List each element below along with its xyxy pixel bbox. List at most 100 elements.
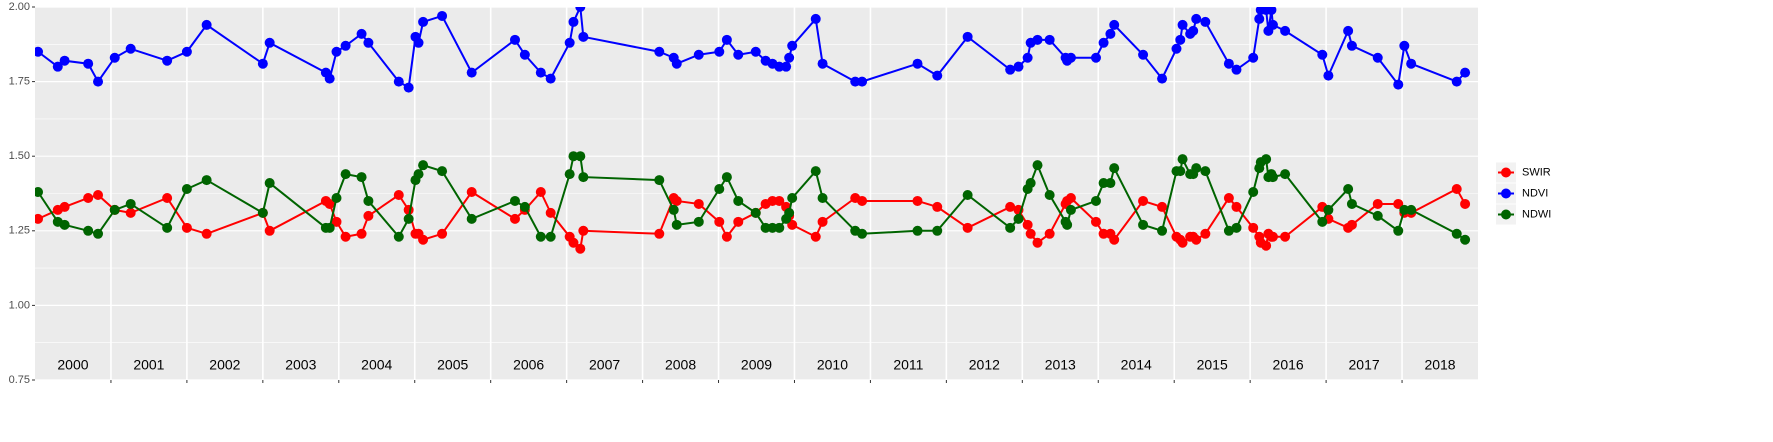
data-point bbox=[733, 49, 744, 60]
data-point bbox=[1248, 222, 1259, 233]
y-tick-label: 1.00 bbox=[9, 299, 30, 311]
data-point bbox=[817, 58, 828, 69]
data-point bbox=[1177, 237, 1188, 248]
data-point bbox=[1372, 198, 1383, 209]
data-point bbox=[162, 222, 173, 233]
data-point bbox=[932, 201, 943, 212]
legend-label: NDVI bbox=[1522, 187, 1548, 199]
data-point bbox=[1254, 13, 1265, 24]
data-point bbox=[1451, 184, 1462, 195]
data-point bbox=[181, 46, 192, 57]
data-point bbox=[59, 219, 70, 230]
data-point bbox=[1231, 201, 1242, 212]
data-point bbox=[1317, 49, 1328, 60]
data-point bbox=[1406, 204, 1417, 215]
data-point bbox=[671, 58, 682, 69]
data-point bbox=[750, 207, 761, 218]
data-point bbox=[568, 16, 579, 27]
y-tick-label: 1.75 bbox=[9, 76, 30, 88]
data-point bbox=[1267, 231, 1278, 242]
data-point bbox=[850, 76, 861, 87]
data-point bbox=[1248, 52, 1259, 63]
x-tick-label: 2010 bbox=[817, 357, 848, 373]
data-point bbox=[1090, 216, 1101, 227]
data-point bbox=[1109, 234, 1120, 245]
data-point bbox=[1323, 70, 1334, 81]
data-point bbox=[83, 192, 94, 203]
data-point bbox=[784, 207, 795, 218]
x-tick-label: 2017 bbox=[1349, 357, 1380, 373]
x-tick-label: 2014 bbox=[1121, 357, 1152, 373]
axes: 0.75 1.00 1.25 1.50 1.75 2.00 2000 2001 2002 2003… bbox=[9, 1, 1456, 386]
data-point bbox=[654, 228, 665, 239]
data-point bbox=[654, 46, 665, 57]
data-point bbox=[393, 189, 404, 200]
data-point bbox=[1346, 219, 1357, 230]
data-point bbox=[1090, 195, 1101, 206]
data-point bbox=[59, 201, 70, 212]
legend-point bbox=[1501, 167, 1511, 178]
legend-point bbox=[1501, 209, 1511, 220]
data-point bbox=[1105, 28, 1116, 39]
data-point bbox=[1200, 166, 1211, 177]
data-point bbox=[912, 225, 923, 236]
data-point bbox=[1044, 228, 1055, 239]
data-point bbox=[509, 195, 520, 206]
data-point bbox=[363, 195, 374, 206]
data-point bbox=[35, 46, 44, 57]
data-point bbox=[413, 169, 424, 180]
data-point bbox=[93, 76, 104, 87]
data-point bbox=[340, 169, 351, 180]
data-point bbox=[1109, 163, 1120, 174]
data-point bbox=[1323, 204, 1334, 215]
data-point bbox=[1399, 204, 1410, 215]
data-point bbox=[1261, 154, 1272, 165]
data-point bbox=[1200, 16, 1211, 27]
data-point bbox=[1157, 73, 1168, 84]
data-point bbox=[1090, 52, 1101, 63]
data-point bbox=[1460, 198, 1471, 209]
data-point bbox=[437, 166, 448, 177]
data-point bbox=[181, 222, 192, 233]
y-tick-label: 1.25 bbox=[9, 225, 30, 237]
data-point bbox=[1223, 225, 1234, 236]
grid bbox=[35, 6, 1478, 381]
data-point bbox=[125, 43, 136, 54]
data-point bbox=[1346, 40, 1357, 51]
y-tick-label: 1.50 bbox=[9, 150, 30, 162]
data-point bbox=[1032, 160, 1043, 171]
data-point bbox=[810, 13, 821, 24]
data-point bbox=[564, 169, 575, 180]
data-point bbox=[93, 189, 104, 200]
plot-marks bbox=[35, 7, 1471, 254]
data-point bbox=[356, 228, 367, 239]
data-point bbox=[1223, 192, 1234, 203]
data-point bbox=[466, 67, 477, 78]
data-point bbox=[162, 55, 173, 66]
y-tick-label: 0.75 bbox=[9, 374, 30, 386]
legend-point bbox=[1501, 188, 1511, 199]
data-point bbox=[201, 228, 212, 239]
data-point bbox=[1343, 25, 1354, 36]
data-point bbox=[1280, 25, 1291, 36]
data-point bbox=[693, 198, 704, 209]
data-point bbox=[356, 172, 367, 183]
x-tick-label: 2003 bbox=[285, 357, 316, 373]
data-point bbox=[1372, 210, 1383, 221]
data-point bbox=[1451, 76, 1462, 87]
data-point bbox=[535, 231, 546, 242]
x-tick-label: 2006 bbox=[513, 357, 544, 373]
data-point bbox=[1013, 213, 1024, 224]
data-point bbox=[35, 213, 44, 224]
data-point bbox=[1044, 34, 1055, 45]
data-point bbox=[1175, 166, 1186, 177]
x-tick-label: 2002 bbox=[209, 357, 240, 373]
data-point bbox=[714, 216, 725, 227]
data-point bbox=[1393, 225, 1404, 236]
data-point bbox=[1248, 187, 1259, 198]
data-point bbox=[912, 195, 923, 206]
x-tick-label: 2016 bbox=[1273, 357, 1304, 373]
data-point bbox=[509, 213, 520, 224]
data-point bbox=[1032, 237, 1043, 248]
